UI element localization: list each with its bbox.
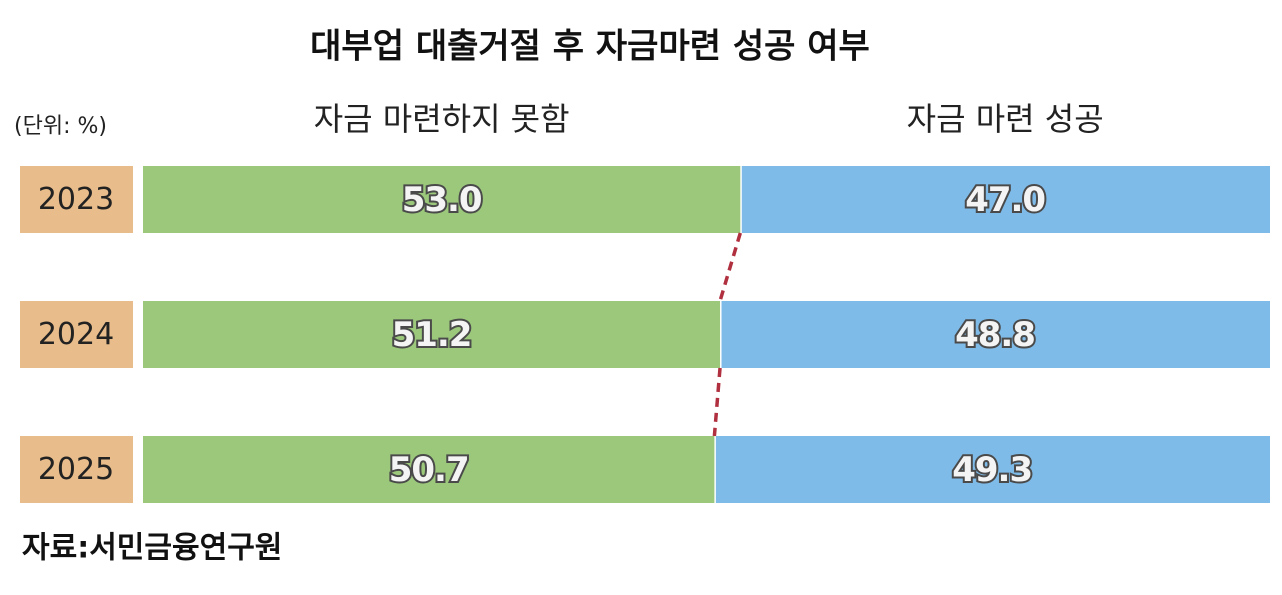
legend-label: 자금 마련하지 못함: [314, 100, 570, 138]
category-box: [20, 166, 133, 233]
value-label: 50.7: [389, 450, 469, 490]
bar-segment: [143, 436, 715, 503]
value-label: 47.0: [965, 180, 1045, 220]
value-label: 53.0: [402, 180, 482, 220]
value-label: 49.3: [952, 450, 1032, 490]
source: 자료:서민금융연구원: [22, 531, 282, 566]
category-label: 2024: [38, 317, 114, 352]
connector-line: [718, 232, 742, 302]
bar-segment: [741, 166, 1270, 233]
category-box: [20, 436, 133, 503]
category-label: 2023: [38, 182, 114, 217]
value-label: 51.2: [392, 315, 472, 355]
unit-label: (단위: %): [14, 114, 107, 139]
bar-segment: [143, 301, 721, 368]
legend-label: 자금 마련 성공: [907, 100, 1104, 138]
bar-segment: [715, 436, 1270, 503]
bar-segment: [143, 166, 741, 233]
chart-title: 대부업 대출거절 후 자금마련 성공 여부: [310, 27, 870, 67]
category-box: [20, 301, 133, 368]
category-label: 2025: [38, 452, 114, 487]
bar-segment: [721, 301, 1270, 368]
value-label: 48.8: [955, 315, 1035, 355]
connector-line: [712, 367, 722, 437]
